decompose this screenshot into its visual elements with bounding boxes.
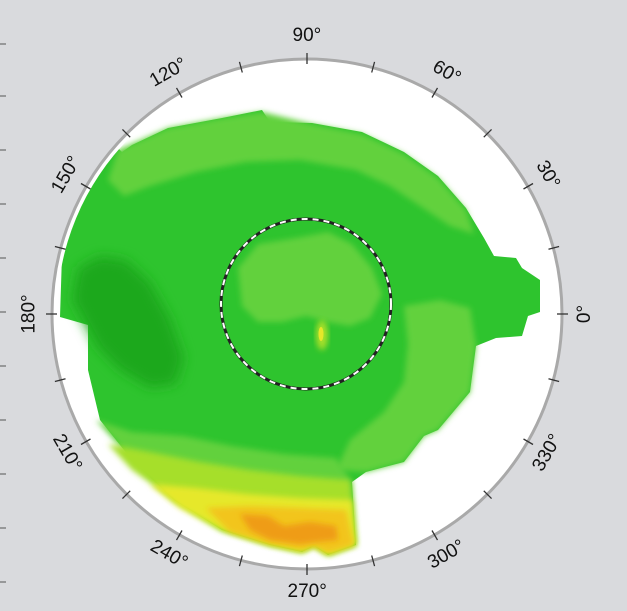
contour-light-green-center	[238, 232, 382, 326]
rim-tick	[121, 128, 131, 138]
rim-tick	[371, 61, 376, 73]
contour-dark-green	[72, 256, 184, 388]
rim-tick	[121, 490, 131, 500]
rim-tick	[431, 530, 439, 541]
rim-tick	[175, 530, 183, 541]
rim-tick	[80, 182, 91, 190]
contour-deep-orange	[240, 514, 338, 544]
rim-tick	[548, 378, 560, 383]
rim-tick	[175, 87, 183, 98]
angle-label-deg-270: 270°	[287, 581, 327, 602]
rim-tick	[54, 245, 66, 250]
contour-light-green-top	[108, 112, 474, 234]
rim-tick	[548, 245, 560, 250]
contour-light-green-right	[336, 300, 476, 472]
rim-ticks	[46, 53, 568, 575]
rim-tick	[483, 128, 493, 138]
rim-tick	[523, 182, 534, 190]
rim-tick	[80, 438, 91, 446]
angle-label-deg-90: 90°	[292, 25, 322, 46]
rim-tick	[431, 87, 439, 98]
contour-map	[60, 110, 540, 555]
edge-ticks	[0, 43, 6, 583]
center-ring-dashes	[220, 218, 392, 390]
contour-center-spot-core	[318, 327, 324, 341]
rim-tick	[371, 555, 376, 567]
rim-tick	[54, 378, 66, 383]
angle-label-deg-0: 0°	[574, 304, 596, 324]
rim-tick	[523, 438, 534, 446]
rim-tick	[238, 61, 243, 73]
rim-tick	[483, 490, 493, 500]
rim-tick	[238, 555, 243, 567]
angle-label-deg-180: 180°	[18, 294, 40, 334]
